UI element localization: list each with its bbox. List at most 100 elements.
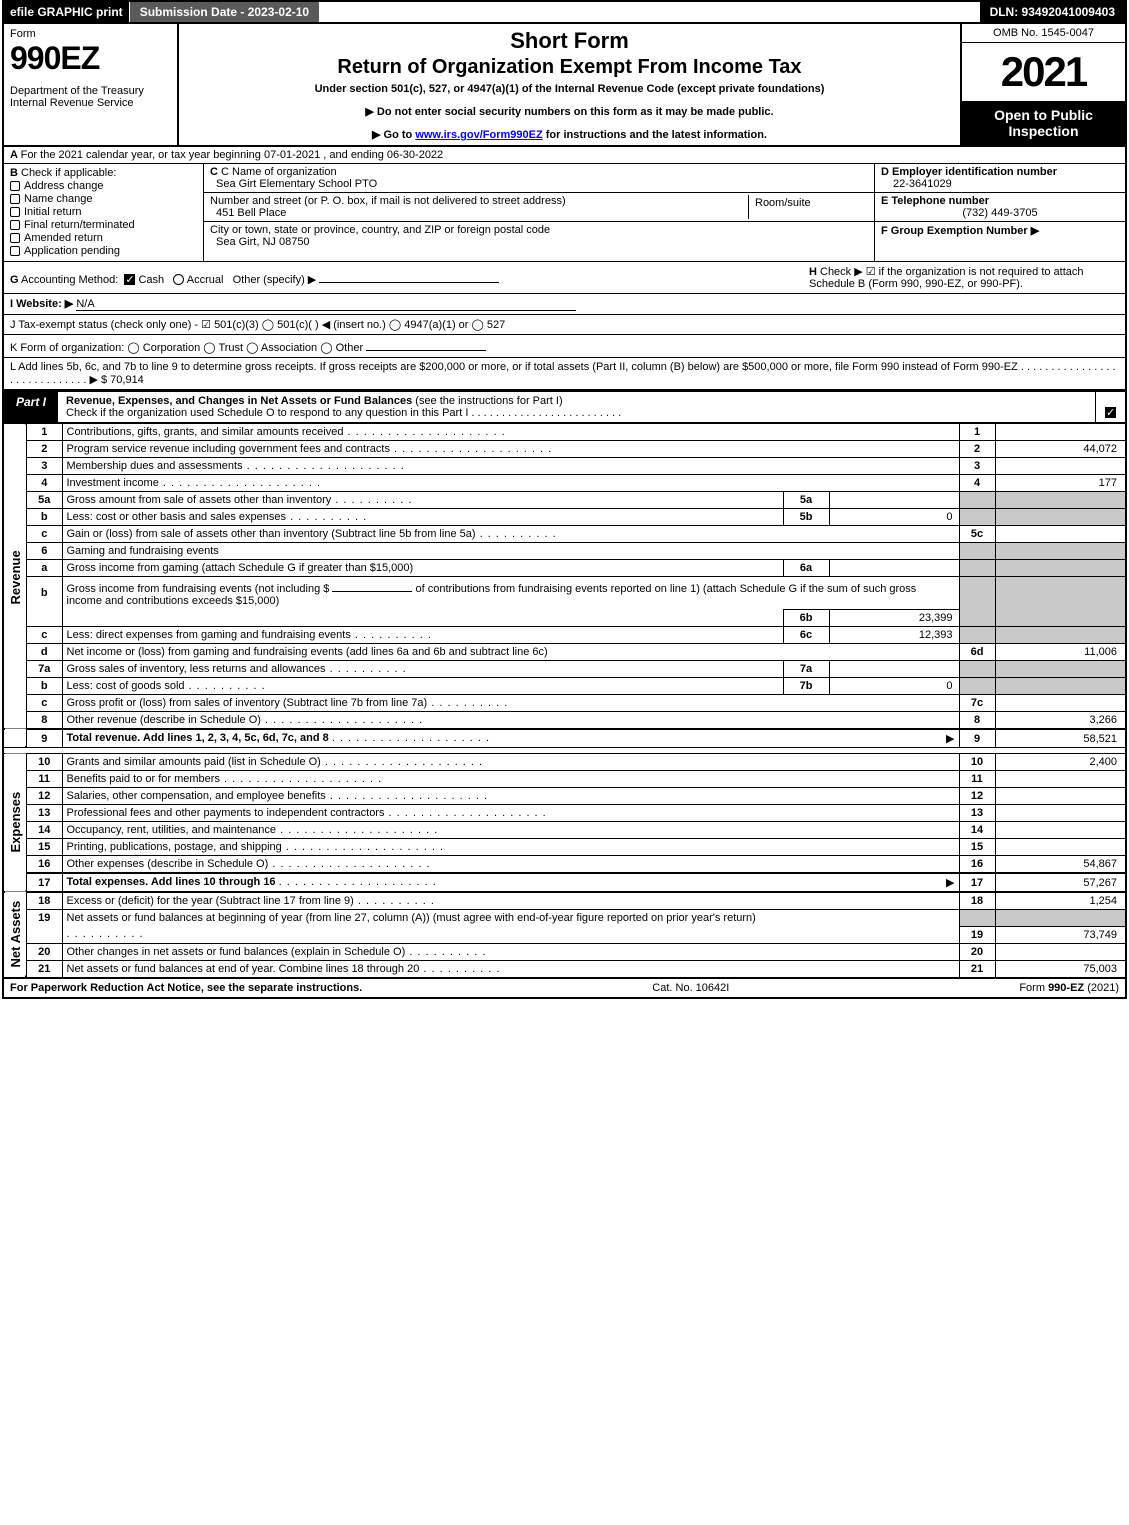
chk-initial-return[interactable]: Initial return (10, 206, 197, 218)
line-num: c (26, 526, 62, 543)
room-label: Room/suite (755, 197, 811, 209)
h-text: Check ▶ ☑ if the organization is not req… (809, 266, 1084, 290)
blank-6b (332, 579, 412, 592)
line-amt (995, 771, 1125, 788)
g-label: Accounting Method: (21, 274, 118, 286)
chk-application-pending[interactable]: Application pending (10, 245, 197, 257)
g-other: Other (specify) ▶ (233, 274, 317, 286)
checkbox-icon (10, 246, 20, 256)
line-rnum: 6d (959, 644, 995, 661)
footer-right: Form 990-EZ (2021) (1019, 982, 1119, 994)
line-desc: Contributions, gifts, grants, and simila… (62, 424, 959, 441)
mid-box: 5b (783, 509, 829, 526)
header-center: Short Form Return of Organization Exempt… (179, 24, 960, 145)
chk-final-return[interactable]: Final return/terminated (10, 219, 197, 231)
org-name: Sea Girt Elementary School PTO (210, 178, 868, 190)
shade-cell (995, 560, 1125, 577)
line-desc: Other changes in net assets or fund bala… (62, 943, 959, 960)
line-num: b (26, 678, 62, 695)
irs-link[interactable]: www.irs.gov/Form990EZ (415, 129, 542, 141)
line-rnum: 1 (959, 424, 995, 441)
radio-icon (173, 274, 184, 285)
form-990ez-page: efile GRAPHIC print Submission Date - 20… (2, 0, 1127, 999)
line-num: b (26, 509, 62, 526)
line-desc: Occupancy, rent, utilities, and maintena… (62, 822, 959, 839)
line-desc: Other revenue (describe in Schedule O) (62, 712, 959, 730)
line-rnum: 8 (959, 712, 995, 730)
line-desc: Printing, publications, postage, and shi… (62, 839, 959, 856)
table-row: 16 Other expenses (describe in Schedule … (4, 856, 1125, 874)
table-row: 21 Net assets or fund balances at end of… (4, 960, 1125, 977)
shade-cell (959, 610, 995, 627)
line-desc: Net assets or fund balances at beginning… (62, 910, 959, 927)
ssn-warning: ▶ Do not enter social security numbers o… (187, 105, 952, 118)
part-i-bar: Part I Revenue, Expenses, and Changes in… (4, 390, 1125, 423)
line-desc: Gross income from gaming (attach Schedul… (62, 560, 783, 577)
mid-amt: 23,399 (829, 610, 959, 627)
line-desc-6b: Gross income from fundraising events (no… (62, 577, 959, 610)
line-num: d (26, 644, 62, 661)
shade-cell (995, 492, 1125, 509)
line-desc: Gross amount from sale of assets other t… (62, 492, 783, 509)
line-num: 16 (26, 856, 62, 874)
g-accounting: G Accounting Method: Cash Accrual Other … (10, 270, 499, 286)
line-num: 5a (26, 492, 62, 509)
mid-amt: 0 (829, 509, 959, 526)
opt-label: Final return/terminated (24, 219, 135, 231)
line-desc (62, 926, 959, 943)
phone-value: (732) 449-3705 (881, 207, 1119, 219)
table-row: 6 Gaming and fundraising events (4, 543, 1125, 560)
line-amt: 11,006 (995, 644, 1125, 661)
omb-number: OMB No. 1545-0047 (962, 24, 1125, 43)
shade-cell (995, 661, 1125, 678)
line-num: 8 (26, 712, 62, 730)
shade-cell (995, 577, 1125, 610)
table-row: 4 Investment income 4 177 (4, 475, 1125, 492)
chk-amended-return[interactable]: Amended return (10, 232, 197, 244)
table-row: 5a Gross amount from sale of assets othe… (4, 492, 1125, 509)
line-num: 6 (26, 543, 62, 560)
d-ein: D Employer identification number 22-3641… (875, 164, 1125, 193)
footer-right-pre: Form (1019, 982, 1048, 994)
line-amt: 58,521 (995, 729, 1125, 747)
j-text: J Tax-exempt status (check only one) - ☑… (10, 319, 505, 331)
ein-label: D Employer identification number (881, 166, 1119, 178)
shade-cell (959, 509, 995, 526)
line-rnum: 16 (959, 856, 995, 874)
part-i-checkbox-cell (1095, 392, 1125, 422)
line-rnum: 13 (959, 805, 995, 822)
shade-cell (959, 661, 995, 678)
g-accrual: Accrual (187, 274, 224, 286)
desc-17: Total expenses. Add lines 10 through 16 (67, 876, 276, 888)
phone-label: E Telephone number (881, 195, 1119, 207)
chk-address-change[interactable]: Address change (10, 180, 197, 192)
l-amount: 70,914 (110, 374, 144, 386)
line-desc: Salaries, other compensation, and employ… (62, 788, 959, 805)
line-num: 20 (26, 943, 62, 960)
chk-name-change[interactable]: Name change (10, 193, 197, 205)
line-desc: Less: direct expenses from gaming and fu… (62, 627, 783, 644)
line-rnum: 12 (959, 788, 995, 805)
line-rnum: 9 (959, 729, 995, 747)
c-addr-row: Number and street (or P. O. box, if mail… (204, 193, 874, 222)
checkbox-icon (10, 220, 20, 230)
row-g-h: G Accounting Method: Cash Accrual Other … (4, 262, 1125, 294)
table-row: 15 Printing, publications, postage, and … (4, 839, 1125, 856)
table-row: 12 Salaries, other compensation, and emp… (4, 788, 1125, 805)
g-cash: Cash (138, 274, 164, 286)
line-desc: Excess or (deficit) for the year (Subtra… (62, 892, 959, 910)
checkbox-icon (10, 233, 20, 243)
row-l: L Add lines 5b, 6c, and 7b to line 9 to … (4, 358, 1125, 390)
addr-label: Number and street (or P. O. box, if mail… (210, 195, 748, 207)
mid-box: 6b (783, 610, 829, 627)
part-i-label: Part I (4, 392, 58, 422)
line-desc: Net assets or fund balances at end of ye… (62, 960, 959, 977)
dots (279, 876, 437, 888)
line-desc: Gross sales of inventory, less returns a… (62, 661, 783, 678)
expenses-table: Expenses 10 Grants and similar amounts p… (4, 753, 1125, 891)
header-left: Form 990EZ Department of the Treasury In… (4, 24, 179, 145)
col-d: D Employer identification number 22-3641… (875, 164, 1125, 261)
top-bar: efile GRAPHIC print Submission Date - 20… (4, 2, 1125, 24)
line-amt (995, 805, 1125, 822)
line-amt: 54,867 (995, 856, 1125, 874)
